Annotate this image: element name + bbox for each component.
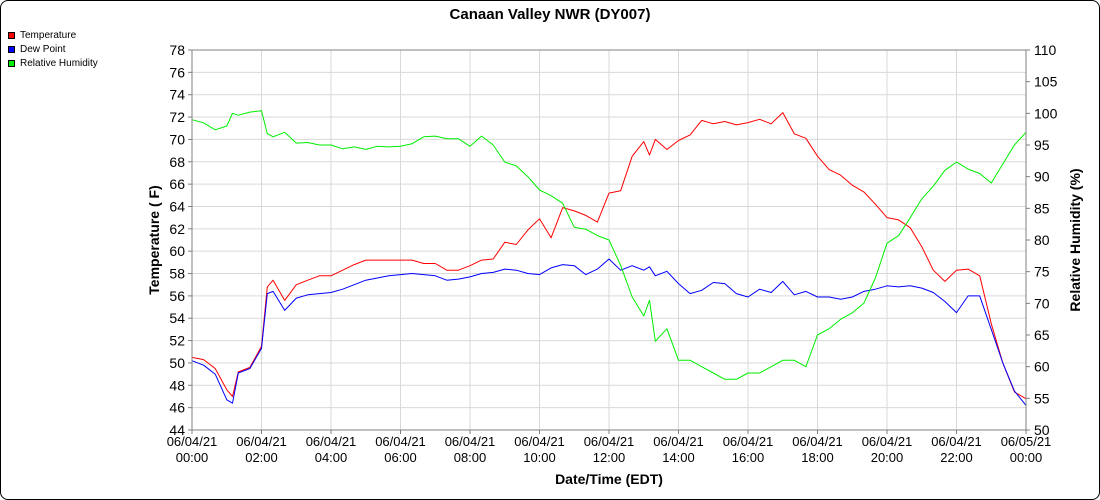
y-tick-label: 70 xyxy=(169,131,185,147)
y2-axis-label: Relative Humidity (%) xyxy=(1067,168,1083,311)
x-tick-date-label: 06/04/21 xyxy=(306,434,357,449)
y-tick-label: 74 xyxy=(169,87,185,103)
x-tick-time-label: 16:00 xyxy=(732,450,765,465)
x-tick-date-label: 06/04/21 xyxy=(445,434,496,449)
y-tick-label: 54 xyxy=(169,310,185,326)
series-line-dew-point xyxy=(191,258,1027,406)
y-tick-label: 68 xyxy=(169,154,185,170)
legend-swatch-temperature xyxy=(8,31,15,39)
y-tick-label: 64 xyxy=(169,198,185,214)
y2-tick-label: 75 xyxy=(1034,264,1050,280)
y2-axis-ticks: 50 55 60 65 70 75 80 85 90 95 100 105 110 xyxy=(1026,42,1058,438)
y-tick-label: 72 xyxy=(169,109,185,125)
y-tick-label: 66 xyxy=(169,176,185,192)
legend-swatch-relative-humidity xyxy=(8,59,15,67)
x-tick-date-label: 06/04/21 xyxy=(931,434,982,449)
x-tick-time-label: 18:00 xyxy=(801,450,834,465)
x-tick-time-label: 08:00 xyxy=(454,450,487,465)
y2-tick-label: 105 xyxy=(1034,74,1058,90)
x-tick-date-label: 06/04/21 xyxy=(167,434,218,449)
x-tick-time-label: 00:00 xyxy=(1010,450,1043,465)
series-lines xyxy=(191,110,1027,406)
y2-tick-label: 65 xyxy=(1034,327,1050,343)
legend: Temperature Dew Point Relative Humidity xyxy=(8,28,98,70)
x-tick-time-label: 04:00 xyxy=(315,450,348,465)
y-tick-label: 60 xyxy=(169,243,185,259)
x-axis-ticks: 06/04/2100:0006/04/2102:0006/04/2104:000… xyxy=(167,430,1052,465)
y2-tick-label: 55 xyxy=(1034,390,1050,406)
x-tick-time-label: 06:00 xyxy=(384,450,417,465)
y-tick-label: 50 xyxy=(169,355,185,371)
x-axis-label: Date/Time (EDT) xyxy=(555,471,663,487)
x-tick-time-label: 14:00 xyxy=(662,450,695,465)
legend-item-dew-point: Dew Point xyxy=(8,42,98,56)
y-tick-label: 46 xyxy=(169,400,185,416)
legend-item-relative-humidity: Relative Humidity xyxy=(8,56,98,70)
y-tick-label: 44 xyxy=(169,422,185,438)
y2-tick-label: 85 xyxy=(1034,200,1050,216)
legend-item-temperature: Temperature xyxy=(8,28,98,42)
x-tick-date-label: 06/04/21 xyxy=(862,434,913,449)
x-tick-time-label: 00:00 xyxy=(176,450,209,465)
y-axis-ticks: 44 46 48 50 52 54 56 58 60 62 64 66 68 70 72 74 76 78 xyxy=(169,42,192,438)
y-tick-label: 62 xyxy=(169,221,185,237)
y-axis-label: Temperature ( F) xyxy=(146,185,162,294)
y-tick-label: 78 xyxy=(169,42,185,58)
legend-label-dew-point: Dew Point xyxy=(20,43,66,55)
x-tick-date-label: 06/04/21 xyxy=(723,434,774,449)
y-tick-label: 48 xyxy=(169,377,185,393)
y2-tick-label: 60 xyxy=(1034,359,1050,375)
legend-label-relative-humidity: Relative Humidity xyxy=(20,57,98,69)
y2-tick-label: 110 xyxy=(1034,42,1057,58)
x-tick-date-label: 06/04/21 xyxy=(584,434,635,449)
chart-title: Canaan Valley NWR (DY007) xyxy=(450,6,651,23)
x-tick-time-label: 20:00 xyxy=(871,450,904,465)
x-tick-time-label: 12:00 xyxy=(593,450,626,465)
y2-tick-label: 80 xyxy=(1034,232,1050,248)
x-tick-date-label: 06/05/21 xyxy=(1001,434,1052,449)
y2-tick-label: 95 xyxy=(1034,137,1050,153)
x-tick-date-label: 06/04/21 xyxy=(375,434,426,449)
x-tick-date-label: 06/04/21 xyxy=(236,434,287,449)
series-line-relative-humidity xyxy=(191,110,1027,380)
x-tick-time-label: 22:00 xyxy=(940,450,973,465)
y-tick-label: 76 xyxy=(169,64,185,80)
y2-tick-label: 70 xyxy=(1034,295,1050,311)
y-tick-label: 56 xyxy=(169,288,185,304)
y-tick-label: 58 xyxy=(169,266,185,282)
x-tick-date-label: 06/04/21 xyxy=(514,434,565,449)
series-line-temperature xyxy=(191,112,1027,400)
y2-tick-label: 100 xyxy=(1034,105,1058,121)
legend-swatch-dew-point xyxy=(8,45,15,53)
x-tick-time-label: 10:00 xyxy=(523,450,556,465)
legend-label-temperature: Temperature xyxy=(20,29,77,41)
y2-tick-label: 90 xyxy=(1034,169,1050,185)
y2-tick-label: 50 xyxy=(1034,422,1050,438)
y-tick-label: 52 xyxy=(169,333,185,349)
x-tick-time-label: 02:00 xyxy=(245,450,278,465)
x-tick-date-label: 06/04/21 xyxy=(653,434,704,449)
plot-area-border xyxy=(191,49,1027,431)
x-tick-date-label: 06/04/21 xyxy=(792,434,843,449)
